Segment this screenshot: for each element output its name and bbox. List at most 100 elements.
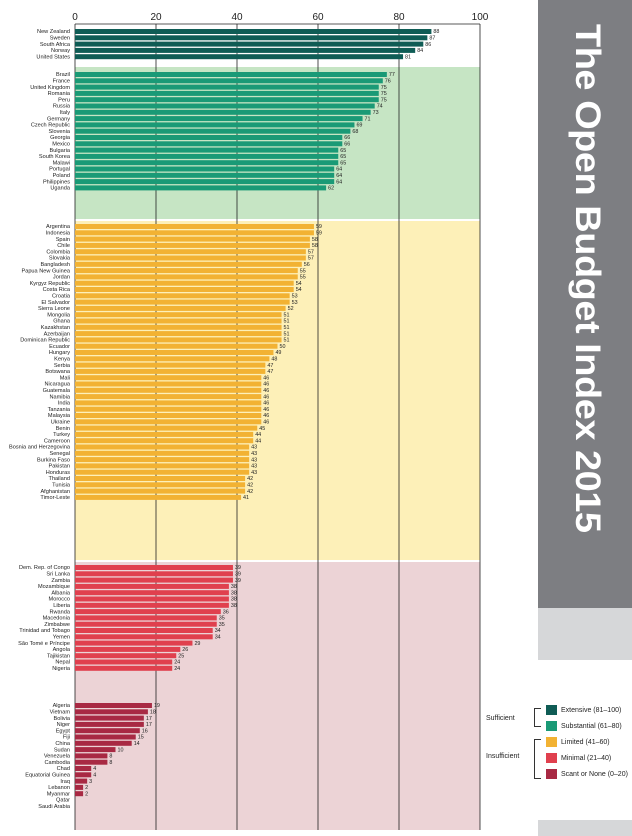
value-label: 53 xyxy=(292,300,298,306)
country-label: Norway xyxy=(51,48,70,54)
country-label: Nigeria xyxy=(52,666,71,672)
country-label: Colombia xyxy=(46,249,71,255)
bar xyxy=(75,482,246,488)
value-label: 46 xyxy=(263,401,269,407)
country-label: Rwanda xyxy=(49,609,70,615)
bar xyxy=(75,772,92,778)
country-label: Ukraine xyxy=(51,420,70,426)
value-label: 15 xyxy=(138,735,144,741)
value-label: 46 xyxy=(263,388,269,394)
value-label: 8 xyxy=(109,760,112,766)
bar xyxy=(75,469,250,475)
bar xyxy=(75,324,282,330)
bar xyxy=(75,583,229,589)
legend-bracket xyxy=(534,739,541,779)
bar xyxy=(75,249,306,255)
bar xyxy=(75,54,404,60)
value-label: 38 xyxy=(231,597,237,603)
country-label: Bulgaria xyxy=(49,148,70,154)
country-label: Poland xyxy=(53,173,70,179)
country-label: United States xyxy=(36,54,70,60)
country-label: Namibia xyxy=(49,394,70,400)
country-label: Germany xyxy=(47,116,70,122)
bar xyxy=(75,425,258,431)
bar xyxy=(75,72,387,77)
bar xyxy=(75,375,262,381)
bar xyxy=(75,721,144,727)
value-label: 51 xyxy=(284,338,290,344)
bar xyxy=(75,116,363,122)
value-label: 73 xyxy=(373,110,379,116)
bar xyxy=(75,709,148,715)
country-label: United Kingdom xyxy=(30,85,70,91)
country-label: Morocco xyxy=(49,597,70,603)
bar xyxy=(75,759,108,765)
country-label: Sweden xyxy=(50,36,70,42)
value-label: 76 xyxy=(385,79,391,85)
country-label: Burkina Faso xyxy=(37,457,70,463)
country-label: Equatorial Guinea xyxy=(25,773,71,779)
value-label: 88 xyxy=(433,29,439,35)
bar xyxy=(75,179,335,185)
country-label: Kazakhstan xyxy=(41,325,70,331)
value-label: 47 xyxy=(267,363,273,369)
bar xyxy=(75,103,375,109)
country-label: Albania xyxy=(51,590,71,596)
country-label: Dem. Rep. of Congo xyxy=(19,565,70,571)
value-label: 26 xyxy=(182,647,188,653)
value-label: 46 xyxy=(263,407,269,413)
value-label: 4 xyxy=(93,773,96,779)
bar xyxy=(75,577,233,583)
country-label: Tunisia xyxy=(52,483,71,489)
value-label: 29 xyxy=(194,641,200,647)
country-label: Papua New Guinea xyxy=(21,268,70,274)
country-label: Benin xyxy=(56,426,70,432)
country-label: Ecuador xyxy=(49,344,70,350)
country-label: Angola xyxy=(53,647,71,653)
country-label: Yemen xyxy=(53,635,70,641)
value-label: 4 xyxy=(93,766,96,772)
country-label: Saudi Arabia xyxy=(38,804,71,810)
country-label: Philippines xyxy=(43,179,70,185)
bar xyxy=(75,444,250,450)
bar xyxy=(75,431,254,437)
bar xyxy=(75,571,233,577)
country-label: Zambia xyxy=(51,578,71,584)
bar xyxy=(75,778,88,784)
value-label: 42 xyxy=(247,489,253,495)
bar xyxy=(75,128,351,134)
bar xyxy=(75,331,282,337)
value-label: 81 xyxy=(405,54,411,60)
country-label: Cameroon xyxy=(44,438,70,444)
bar xyxy=(75,78,383,84)
value-label: 52 xyxy=(288,306,294,312)
value-label: 8 xyxy=(109,754,112,760)
country-label: Vietnam xyxy=(50,710,71,716)
legend-label: Minimal (21–40) xyxy=(561,754,612,762)
value-label: 75 xyxy=(381,97,387,103)
bar xyxy=(75,109,371,115)
bar xyxy=(75,394,262,400)
legend-group-insufficient: Insufficient xyxy=(486,753,520,760)
country-label: Brazil xyxy=(56,72,70,78)
value-label: 56 xyxy=(304,262,310,268)
bar xyxy=(75,287,294,292)
value-label: 42 xyxy=(247,476,253,482)
value-label: 10 xyxy=(118,747,124,753)
legend-swatch xyxy=(546,753,557,763)
bar xyxy=(75,293,290,299)
value-label: 55 xyxy=(300,268,306,274)
value-label: 66 xyxy=(344,135,350,141)
value-label: 25 xyxy=(178,653,184,659)
value-label: 46 xyxy=(263,394,269,400)
x-tick-label: 40 xyxy=(231,12,243,23)
country-label: France xyxy=(53,79,70,85)
value-label: 35 xyxy=(219,622,225,628)
legend: Sufficient Insufficient Extensive (81–10… xyxy=(486,704,632,804)
value-label: 87 xyxy=(429,36,435,42)
country-label: Uganda xyxy=(50,186,70,192)
value-label: 45 xyxy=(259,426,265,432)
bar xyxy=(75,419,262,425)
bar xyxy=(75,734,136,740)
value-label: 44 xyxy=(255,432,261,438)
